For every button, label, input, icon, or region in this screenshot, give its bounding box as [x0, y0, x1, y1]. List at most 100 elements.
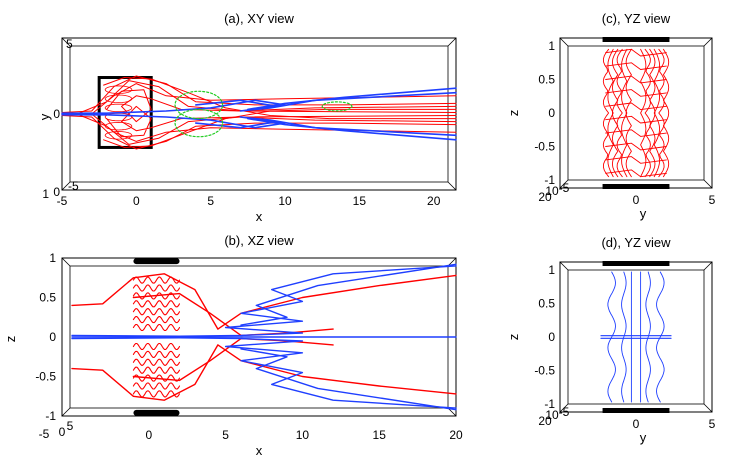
panel-b-blue-line — [240, 348, 457, 411]
panel-a-green-loop — [174, 90, 224, 120]
panel-b-red-coil — [132, 323, 181, 332]
panel-b-red-coil — [132, 300, 181, 308]
panel-d-blue-line — [645, 271, 651, 403]
panel-a-red-loop — [104, 122, 133, 131]
panel-c-red-line — [625, 48, 632, 178]
panel-d-xlabel: y — [640, 430, 647, 445]
panel-b-red-coil — [132, 382, 181, 390]
panel-a-xtick: 20 — [427, 194, 441, 208]
panel-a-red-loop — [104, 131, 133, 140]
panel-a-frame-edge — [61, 37, 71, 47]
panel-c-red-line — [662, 48, 670, 178]
panel-b-frame-edge — [61, 407, 71, 417]
panel-c-corner-label: 10 — [545, 184, 559, 198]
panel-d-title: (d), YZ view — [601, 235, 671, 250]
panel-b-red-coil — [132, 374, 181, 382]
panel-a-ytick: 5 — [66, 37, 73, 51]
panel-b-xtick: 15 — [373, 428, 387, 442]
panel-d-ytick: -0.5 — [534, 364, 555, 378]
panel-c-red-rung — [605, 129, 667, 137]
panel-b-ytick: -1 — [45, 409, 56, 423]
panel-c-red-rung — [605, 156, 667, 164]
panel-c-plate — [602, 37, 670, 42]
panel-c-red-rung — [605, 169, 667, 178]
panel-a-corner-label: 1 — [42, 187, 49, 201]
panel-a-xtick: 10 — [278, 194, 292, 208]
panel-d-frame-front — [559, 261, 713, 413]
panel-c-title: (c), YZ view — [602, 11, 671, 26]
panel-a-blue-line — [61, 91, 457, 114]
panel-a-red-loop — [104, 94, 133, 103]
panel-c-red-line — [611, 48, 619, 178]
panel-d-ytick: -1 — [544, 397, 555, 411]
panel-b-ytick: -0.5 — [35, 370, 56, 384]
panel-a-corner-label: -5 — [68, 179, 79, 193]
panel-d-plate — [602, 261, 670, 266]
panel-d-ytick: 0 — [548, 330, 555, 344]
panel-b-red-line — [132, 337, 334, 382]
panel-b-red-coil — [132, 292, 181, 300]
panel-a-ylabel: y — [37, 113, 52, 120]
panel-a-blue-line — [195, 117, 457, 141]
panel-c-ytick: -1 — [544, 173, 555, 187]
panel-c-frame-edge — [703, 37, 713, 47]
panel-d-xtick: 0 — [633, 417, 640, 431]
panel-b-red-coil — [132, 350, 181, 358]
panel-a-red-line — [61, 75, 457, 113]
panel-c-frame-edge — [559, 37, 569, 47]
panel-a-red-line — [91, 113, 457, 142]
panel-a-red-line — [103, 77, 457, 120]
panel-b-ytick: 1 — [49, 251, 56, 265]
panel-b-blue-line — [240, 263, 457, 326]
panel-a-frame-edge — [447, 181, 457, 191]
panel-a-red-line — [91, 83, 457, 115]
panel-c-corner-label: 20 — [538, 190, 552, 204]
panel-b-red-coil — [132, 276, 181, 284]
panel-c-red-line — [649, 48, 656, 178]
panel-c-xtick: 0 — [633, 193, 640, 207]
panel-b-red-coil — [132, 366, 181, 374]
panel-a-title: (a), XY view — [224, 11, 294, 26]
panel-d-blue-line — [656, 271, 665, 403]
panel-a-frame-edge — [447, 37, 457, 47]
panel-c-frame-edge — [559, 179, 569, 189]
panel-c-red-rung — [605, 102, 667, 111]
panel-c-red-line — [621, 48, 628, 178]
panel-c-frame-back — [567, 45, 705, 181]
panel-b-corner-label: 0 — [59, 425, 66, 439]
panel-c-red-rung — [605, 62, 667, 70]
panel-d-xtick: 5 — [709, 417, 716, 431]
panel-c-ytick: 0.5 — [538, 73, 555, 87]
panel-c-frame-edge — [703, 179, 713, 189]
panel-a-ytick: 0 — [53, 107, 60, 121]
panel-a-red-loop — [104, 103, 133, 113]
panel-c-red-line — [653, 48, 661, 178]
panel-d-corner-label: -5 — [559, 405, 570, 419]
panel-a-xtick: 0 — [133, 194, 140, 208]
panel-b-ytick: 0.5 — [39, 291, 56, 305]
panel-a-blue-line — [195, 87, 457, 111]
panel-b-corner-label: -5 — [39, 427, 50, 441]
panel-b-ytick: 0 — [49, 330, 56, 344]
panel-a-xlabel: x — [256, 209, 263, 224]
panel-d-ylabel: z — [506, 334, 521, 341]
panel-a-blue-line — [61, 114, 457, 137]
panel-a-corner-label: 0 — [53, 185, 60, 199]
panel-b-red-line — [71, 273, 457, 330]
panel-d-frame-back — [567, 269, 705, 405]
panel-b-frame-edge — [61, 257, 71, 267]
panel-a-red-loop — [104, 112, 133, 122]
panel-c-xlabel: y — [640, 206, 647, 221]
panel-c-corner-label: -5 — [559, 181, 570, 195]
panel-c-red-line — [640, 48, 647, 178]
panel-b-blue-line — [71, 265, 457, 337]
panel-b-blue-line — [71, 337, 457, 409]
panel-d-corner-label: 10 — [545, 408, 559, 422]
panel-d-frame-edge — [559, 261, 569, 271]
panel-c-red-line — [644, 48, 651, 178]
panel-c-red-rung — [605, 75, 667, 84]
